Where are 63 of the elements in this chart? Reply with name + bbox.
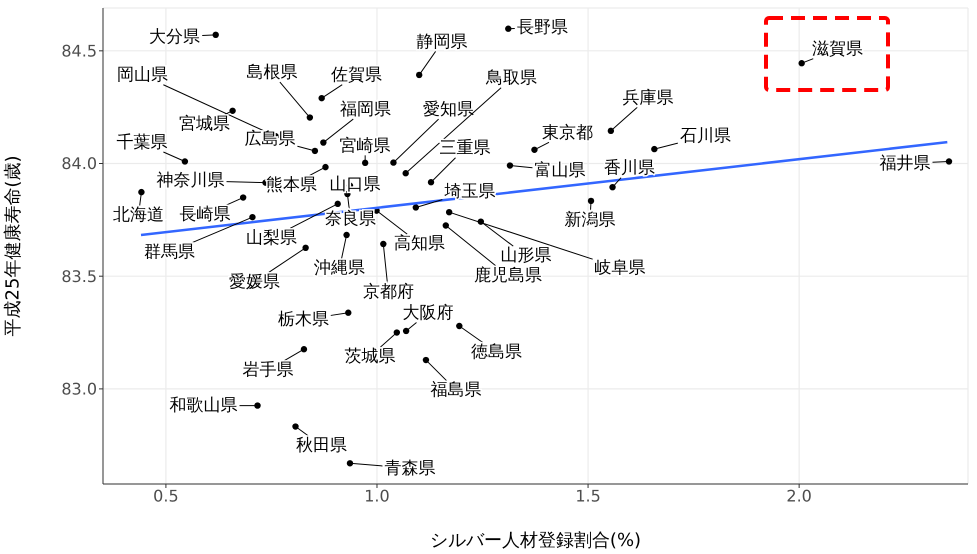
annotation: 高知県: [394, 234, 446, 254]
annotation: 東京都: [542, 122, 593, 143]
x-tick-label: 1.0: [364, 486, 390, 506]
x-tick-label: 0.5: [153, 486, 179, 506]
annotation: 京都府: [362, 282, 414, 302]
annotation: 福井県: [880, 153, 931, 174]
point: [300, 346, 308, 352]
annotation: 千葉県: [116, 132, 168, 152]
annotation: 愛媛県: [229, 272, 280, 292]
annotation: 鹿児島県: [474, 265, 542, 286]
annotation: 山形県: [500, 246, 552, 266]
annotation: 岩手県: [242, 360, 294, 380]
point: [380, 240, 387, 248]
annotation: 熊本県: [266, 175, 317, 196]
annotation: 栃木県: [278, 310, 329, 330]
annotation: 愛知県: [422, 100, 474, 120]
annotation: 富山県: [534, 160, 586, 181]
y-tick-label: 84.0: [61, 154, 97, 174]
y-tick-label: 84.5: [61, 42, 97, 60]
annotation: 奈良県: [324, 208, 376, 229]
annotation: 神奈川県: [156, 170, 225, 191]
x-tick-label: 2.0: [786, 486, 812, 506]
annotation: 鳥取県: [485, 68, 538, 88]
annotation: 大阪府: [402, 302, 454, 323]
annotation: 茨城県: [344, 346, 396, 367]
annotation: 北海道: [112, 205, 164, 226]
annotation: 宮崎県: [340, 136, 391, 156]
annotation: 滋賀県: [812, 39, 864, 60]
annotation: 山梨県: [246, 228, 298, 248]
annotation: 沖縄県: [314, 258, 366, 278]
annotation: 和歌山県: [170, 396, 238, 416]
point: [428, 179, 434, 186]
annotation: 福岡県: [340, 100, 391, 120]
annotation: 徳島県: [470, 342, 522, 362]
x-tick-label: 1.5: [575, 486, 601, 506]
annotation: 岐阜県: [594, 258, 646, 278]
annotation: 兵庫県: [622, 88, 674, 108]
annotation: 福島県: [430, 380, 482, 400]
annotation: 宮城県: [179, 114, 230, 134]
annotation: 秋田県: [296, 436, 348, 456]
y-tick-label: 83.5: [61, 266, 97, 286]
y-tick-label: 83.0: [61, 380, 97, 399]
annotation: 群馬県: [144, 242, 195, 262]
point: [334, 200, 341, 208]
annotation: 長野県: [516, 18, 568, 38]
annotation: 新潟県: [564, 210, 616, 230]
point: [531, 146, 538, 153]
annotation: 長崎県: [180, 204, 231, 225]
annotation: 青森県: [384, 458, 436, 478]
annotation: 大分県: [149, 26, 200, 47]
annotation: 三重県: [440, 138, 491, 158]
y-axis-title: 平成25年健康寿命(歳): [2, 156, 24, 336]
annotation: 香川県: [604, 158, 656, 178]
annotation: 島根県: [246, 62, 298, 83]
annotation: 岡山県: [117, 65, 168, 86]
point: [229, 108, 236, 114]
annotation: 佐賀県: [331, 65, 382, 86]
annotation: 石川県: [680, 126, 731, 146]
point: [798, 60, 805, 66]
point: [446, 208, 452, 216]
annotation: 静岡県: [416, 32, 468, 52]
x-axis-title: シルバー人材登録割合(%): [430, 530, 642, 551]
point: [212, 32, 219, 38]
